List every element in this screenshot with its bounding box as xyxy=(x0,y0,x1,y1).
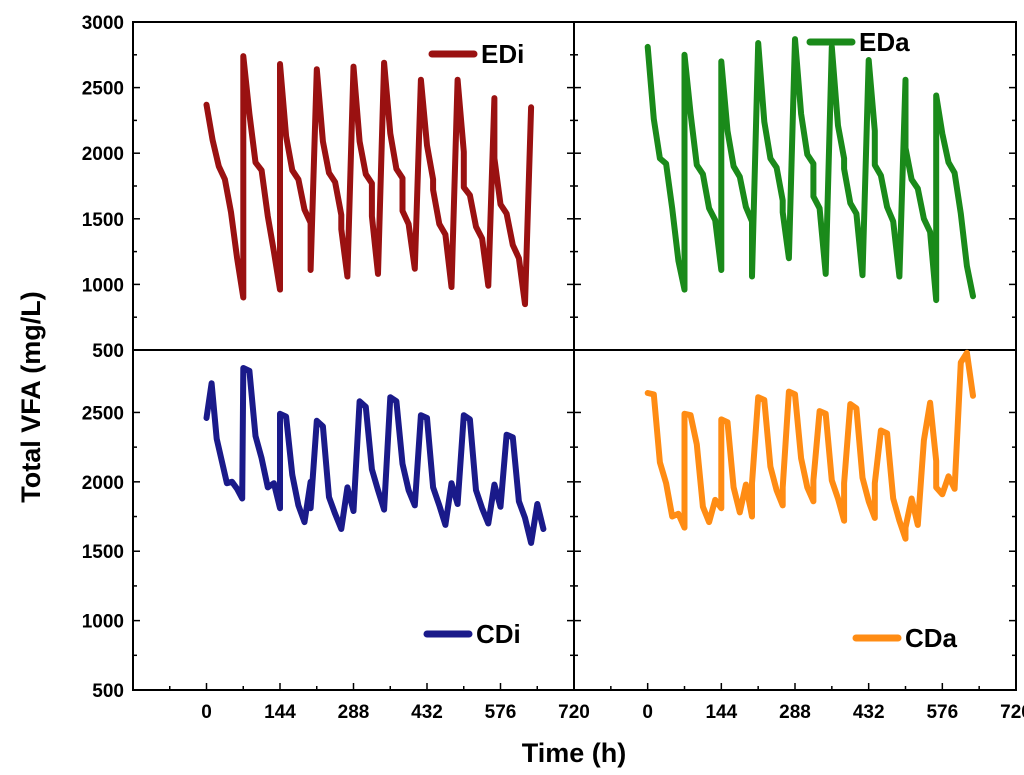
series-line-cdi xyxy=(203,365,547,546)
x-axis-title: Time (h) xyxy=(522,738,627,768)
x-tick-label: 720 xyxy=(558,702,590,723)
x-tick-label: 576 xyxy=(485,702,517,723)
x-tick-label: 0 xyxy=(642,702,653,723)
legend-label-cda: CDa xyxy=(905,623,958,653)
series-line-cda xyxy=(644,349,976,542)
y-tick-label: 2500 xyxy=(82,79,124,100)
x-tick-label: 288 xyxy=(779,702,811,723)
y-tick-label: 2000 xyxy=(82,144,124,165)
x-tick-label: 432 xyxy=(411,702,443,723)
x-tick-label: 720 xyxy=(1000,702,1024,723)
y-tick-label: 1500 xyxy=(82,542,124,563)
panels-layer xyxy=(132,21,1017,691)
y-tick-label: 3000 xyxy=(82,13,124,34)
y-tick-label-shared: 500 xyxy=(92,341,124,362)
y-axis-title: Total VFA (mg/L) xyxy=(16,291,46,502)
x-tick-label: 144 xyxy=(705,702,737,723)
series-line-eda xyxy=(644,36,976,304)
legend-label-edi: EDi xyxy=(481,39,524,69)
x-tick-label: 288 xyxy=(338,702,370,723)
legend-label-eda: EDa xyxy=(859,27,910,57)
series-line-edi xyxy=(203,53,535,308)
y-tick-label: 1000 xyxy=(82,275,124,296)
x-tick-label: 432 xyxy=(853,702,885,723)
y-tick-label: 500 xyxy=(92,681,124,702)
y-tick-label: 2500 xyxy=(82,403,124,424)
y-tick-label: 1000 xyxy=(82,612,124,633)
y-tick-label: 1500 xyxy=(82,210,124,231)
x-tick-label: 0 xyxy=(201,702,212,723)
labels-layer: EDi EDa CDi CDa 0 144 288 432 576 720 0 144 288 432 57… xyxy=(82,13,1024,723)
x-tick-label: 576 xyxy=(926,702,958,723)
x-tick-label: 144 xyxy=(264,702,296,723)
ticks-layer xyxy=(133,21,1017,691)
legend-label-cdi: CDi xyxy=(476,619,521,649)
y-tick-label: 2000 xyxy=(82,473,124,494)
